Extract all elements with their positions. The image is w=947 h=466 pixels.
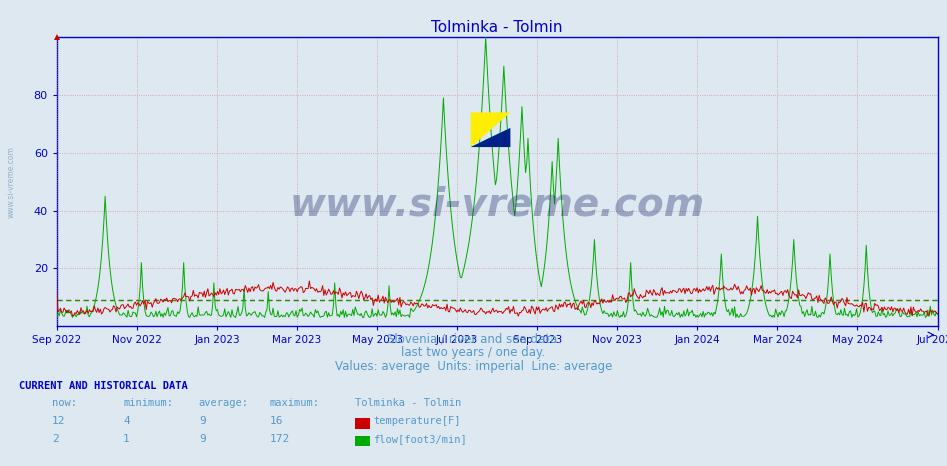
Text: average:: average:	[199, 398, 249, 408]
Text: www.si-vreme.com: www.si-vreme.com	[290, 186, 705, 224]
Text: Tolminka - Tolmin: Tolminka - Tolmin	[355, 398, 461, 408]
Polygon shape	[471, 128, 510, 147]
Text: 4: 4	[123, 416, 130, 426]
Text: Values: average  Units: imperial  Line: average: Values: average Units: imperial Line: av…	[335, 361, 612, 373]
Text: temperature[F]: temperature[F]	[373, 416, 460, 426]
Text: minimum:: minimum:	[123, 398, 173, 408]
Text: Slovenia / river and sea data.: Slovenia / river and sea data.	[386, 333, 561, 345]
Text: now:: now:	[52, 398, 77, 408]
Text: last two years / one day.: last two years / one day.	[402, 347, 545, 359]
Text: www.si-vreme.com: www.si-vreme.com	[7, 146, 16, 218]
Text: CURRENT AND HISTORICAL DATA: CURRENT AND HISTORICAL DATA	[19, 381, 188, 391]
Text: flow[foot3/min]: flow[foot3/min]	[373, 434, 467, 444]
Polygon shape	[471, 112, 510, 147]
Text: maximum:: maximum:	[270, 398, 320, 408]
Text: 1: 1	[123, 434, 130, 444]
Text: 16: 16	[270, 416, 283, 426]
Text: 9: 9	[199, 434, 205, 444]
Text: 9: 9	[199, 416, 205, 426]
Text: 2: 2	[52, 434, 59, 444]
Text: 12: 12	[52, 416, 65, 426]
Title: Tolminka - Tolmin: Tolminka - Tolmin	[432, 20, 563, 35]
Polygon shape	[471, 128, 510, 147]
Text: 172: 172	[270, 434, 290, 444]
